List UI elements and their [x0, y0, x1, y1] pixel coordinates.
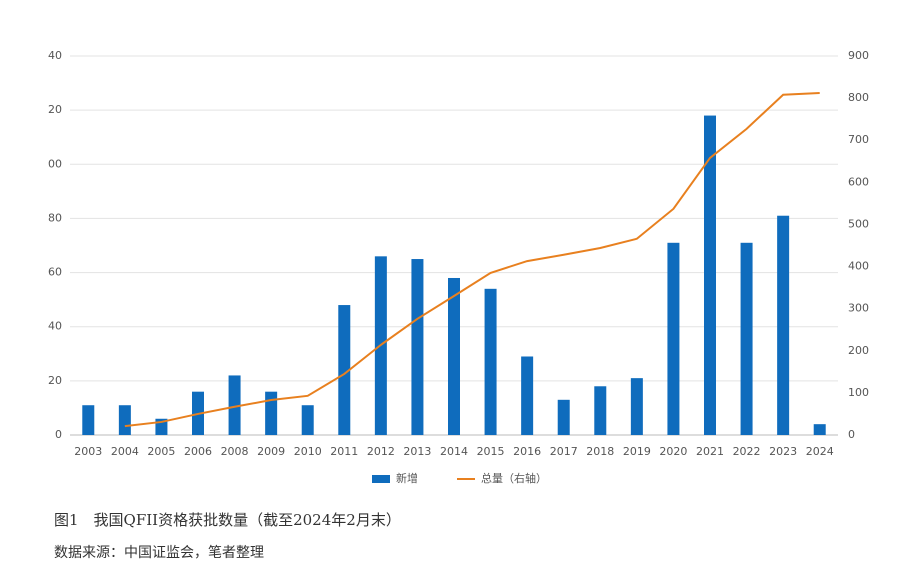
bar [265, 391, 278, 435]
x-tick-label: 2016 [513, 445, 541, 458]
y-tick-label: 60 [48, 266, 62, 279]
bar [704, 115, 716, 436]
x-tick-label: 2020 [659, 445, 687, 458]
y2-tick-label: 600 [848, 175, 869, 188]
bar [667, 242, 680, 435]
line [124, 92, 820, 428]
y-tick-label: 40 [48, 49, 62, 62]
x-tick-label: 2021 [696, 445, 724, 458]
legend-label: 总量（右轴） [481, 471, 547, 485]
legend-label: 新增 [396, 471, 418, 485]
x-tick-label: 2004 [111, 445, 139, 458]
y2-tick-label: 800 [848, 91, 869, 104]
x-tick-label: 2017 [550, 445, 578, 458]
y2-tick-label: 100 [848, 386, 869, 399]
y2-tick-label: 200 [848, 344, 869, 357]
x-tick-label: 2006 [184, 445, 212, 458]
x-tick-label: 2005 [147, 445, 175, 458]
y-tick-label: 20 [48, 103, 62, 116]
bar [82, 405, 95, 435]
x-tick-label: 2012 [367, 445, 395, 458]
y2-tick-label: 400 [848, 260, 869, 273]
y-tick-label: 0 [55, 428, 62, 441]
bar [301, 405, 314, 435]
bar [338, 305, 351, 435]
y2-tick-label: 900 [848, 49, 869, 62]
source: 数据来源：中国证监会，笔者整理 [54, 545, 264, 561]
x-tick-label: 2013 [403, 445, 431, 458]
y2-tick-label: 700 [848, 133, 869, 146]
legend-swatch [372, 475, 390, 483]
bar [484, 288, 497, 435]
y2-tick-label: 0 [848, 428, 855, 441]
bar [594, 386, 607, 435]
x-tick-label: 2015 [477, 445, 505, 458]
bar [411, 259, 424, 435]
x-tick-label: 2009 [257, 445, 285, 458]
bar [521, 356, 534, 435]
y-tick-label: 20 [48, 374, 62, 387]
bar [740, 242, 753, 435]
x-tick-label: 2019 [623, 445, 651, 458]
x-tick-label: 2023 [769, 445, 797, 458]
bar [630, 378, 643, 435]
caption: 图1 我国QFII资格获批数量（截至2024年2月末） [54, 511, 401, 529]
x-tick-label: 2003 [74, 445, 102, 458]
x-tick-label: 2010 [294, 445, 322, 458]
x-tick-label: 2011 [330, 445, 358, 458]
bar [557, 399, 570, 435]
x-tick-label: 2024 [806, 445, 834, 458]
bar [813, 424, 826, 435]
x-tick-label: 2008 [221, 445, 249, 458]
bar [777, 215, 790, 435]
bar [448, 277, 460, 435]
y2-tick-label: 500 [848, 217, 869, 230]
x-tick-label: 2022 [733, 445, 761, 458]
y-tick-label: 40 [48, 320, 62, 333]
y2-tick-label: 300 [848, 302, 869, 315]
x-tick-label: 2018 [586, 445, 614, 458]
bar [118, 405, 131, 435]
x-tick-label: 2014 [440, 445, 468, 458]
y-tick-label: 80 [48, 211, 62, 224]
bar [228, 375, 241, 435]
y-tick-label: 00 [48, 157, 62, 170]
